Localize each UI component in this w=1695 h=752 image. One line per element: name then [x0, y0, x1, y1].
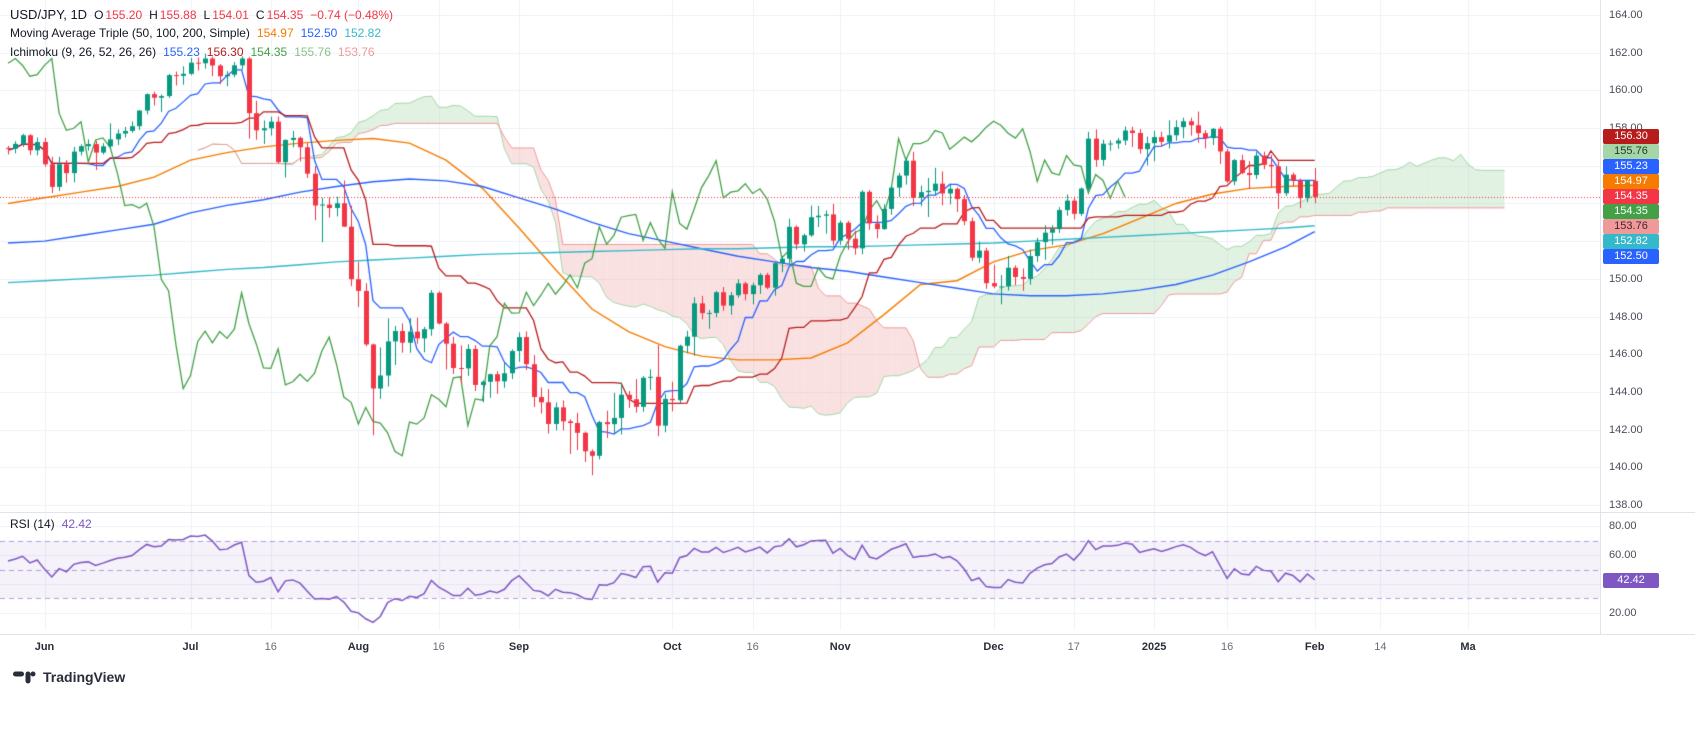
price-axis-label: 162.00: [1609, 46, 1643, 59]
tradingview-logo-icon: [13, 671, 36, 684]
rsi-current-value: 42.42: [61, 517, 92, 531]
rsi-axis-label: 20.00: [1609, 606, 1637, 619]
indicator-value: 155.23: [163, 45, 200, 59]
brand-text: TradingView: [43, 668, 126, 685]
ohlc-label: C: [255, 8, 265, 22]
time-axis-label: 16: [264, 641, 277, 653]
price-axis-label: 160.00: [1609, 84, 1643, 97]
price-label-tenkan: 155.23: [1603, 159, 1659, 175]
indicator-value: 152.50: [300, 26, 338, 40]
ohlc-value: 155.88: [159, 8, 197, 22]
price-axis-label: 142.00: [1609, 423, 1643, 436]
change-value: −0.74 (−0.48%): [310, 8, 393, 22]
indicator-value: 152.82: [344, 26, 382, 40]
tradingview-brand[interactable]: TradingView: [12, 668, 125, 685]
price-label-kijun: 156.30: [1603, 129, 1659, 145]
time-axis-label: Aug: [347, 641, 370, 653]
time-axis-label: Sep: [508, 641, 530, 653]
price-label-chikou: 154.35: [1603, 204, 1659, 220]
indicator-value: 154.35: [250, 45, 288, 59]
symbol-legend-row[interactable]: USD/JPY, 1D O 155.20 H 155.88 L 154.01 C 154.35−…: [10, 5, 393, 24]
ohlc-label: O: [94, 8, 104, 22]
ohlc-label: L: [203, 8, 211, 22]
ma-values: 154.97 152.50 152.82: [250, 26, 381, 40]
time-axis-label: 2025: [1141, 641, 1167, 653]
indicator-name-ma[interactable]: Moving Average Triple (50, 100, 200, Sim…: [10, 26, 250, 40]
rsi-legend-row[interactable]: RSI (14) 42.42: [10, 515, 92, 534]
price-axis-label: 148.00: [1609, 310, 1643, 323]
time-axis[interactable]: Jun Jul 16 Aug 16 Sep Oct 16 Nov Dec 17 2025 16 Feb 14…: [0, 634, 1695, 661]
ohlc-values: O 155.20 H 155.88 L 154.01 C 154.35: [87, 8, 303, 22]
price-axis-label: 140.00: [1609, 461, 1643, 474]
time-axis-label: 17: [1067, 641, 1080, 653]
ichimoku-values: 155.23 156.30 154.35 155.76 153.76: [156, 45, 375, 59]
ohlc-value: 154.35: [266, 8, 304, 22]
price-label-span_b: 153.76: [1603, 219, 1659, 235]
time-axis-label: Dec: [983, 641, 1004, 653]
rsi-axis-label: 80.00: [1609, 520, 1637, 533]
time-axis-label: 16: [746, 641, 759, 653]
time-axis-label: Nov: [829, 641, 851, 653]
indicator-value: 156.30: [206, 45, 244, 59]
price-label-sma100: 152.50: [1603, 249, 1659, 265]
price-axis-label: 138.00: [1609, 499, 1643, 511]
price-axis-label: 164.00: [1609, 9, 1643, 21]
price-label-sma200: 152.82: [1603, 234, 1659, 250]
rsi-value-label: 42.42: [1603, 572, 1659, 588]
indicator-legend-row-ichimoku[interactable]: Ichimoku (9, 26, 52, 26, 26) 155.23 156.30…: [10, 43, 393, 62]
time-axis-label: Jul: [182, 641, 199, 653]
time-axis-label: 16: [432, 641, 445, 653]
indicator-value: 154.97: [256, 26, 294, 40]
indicator-value: 155.76: [294, 45, 331, 59]
price-chart-canvas[interactable]: [0, 0, 1600, 634]
legend: USD/JPY, 1D O 155.20 H 155.88 L 154.01 C 154.35−…: [10, 5, 393, 62]
price-axis-label: 146.00: [1609, 348, 1643, 361]
time-axis-label: Feb: [1304, 641, 1325, 653]
ohlc-value: 154.01: [212, 8, 249, 22]
ohlc-label: H: [149, 8, 158, 22]
indicator-name-ichimoku[interactable]: Ichimoku (9, 26, 52, 26, 26): [10, 45, 157, 59]
symbol-title[interactable]: USD/JPY, 1D: [10, 7, 88, 22]
time-axis-label: 14: [1374, 641, 1387, 653]
price-label-sma50: 154.97: [1603, 174, 1659, 190]
time-axis-label: Jun: [34, 641, 55, 653]
indicator-legend-row-ma[interactable]: Moving Average Triple (50, 100, 200, Sim…: [10, 24, 393, 43]
pane-separator[interactable]: [0, 512, 1695, 513]
price-label-span_a: 155.76: [1603, 144, 1659, 160]
ohlc-value: 155.20: [105, 8, 143, 22]
price-axis[interactable]: 164.00162.00160.00158.00156.00154.00152.…: [1600, 0, 1695, 634]
time-axis-label: 16: [1220, 641, 1234, 653]
rsi-axis-label: 60.00: [1609, 549, 1637, 562]
price-axis-label: 150.00: [1609, 272, 1643, 285]
price-label-last-price: 154.35: [1603, 189, 1659, 205]
time-axis-label: Oct: [663, 641, 682, 653]
price-axis-label: 144.00: [1609, 385, 1643, 398]
rsi-indicator-name[interactable]: RSI (14): [10, 517, 55, 531]
indicator-value: 153.76: [337, 45, 375, 59]
time-axis-label: Ma: [1460, 641, 1476, 653]
